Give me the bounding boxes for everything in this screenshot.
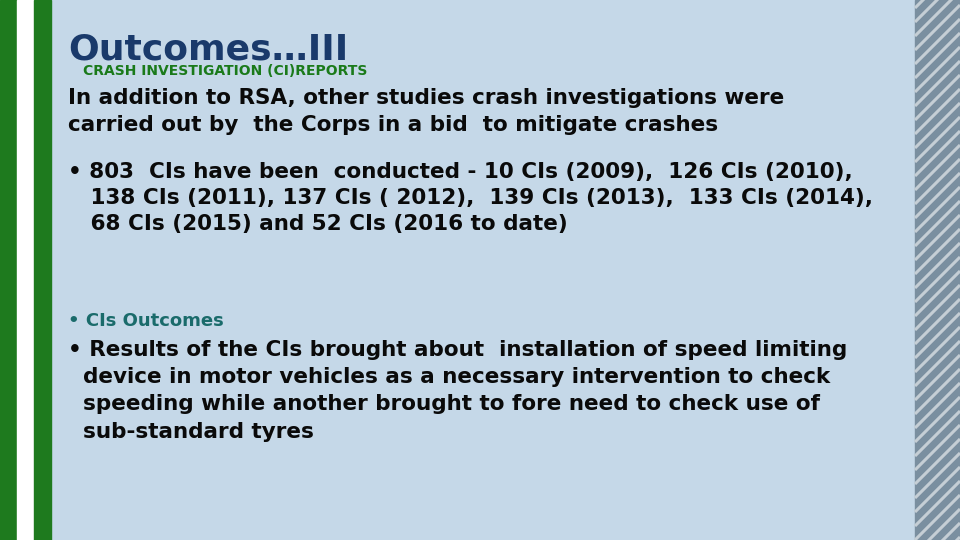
Text: • 803  CIs have been  conducted - 10 CIs (2009),  126 CIs (2010),
   138 CIs (20: • 803 CIs have been conducted - 10 CIs (… xyxy=(68,162,873,234)
Text: CRASH INVESTIGATION (CI)REPORTS: CRASH INVESTIGATION (CI)REPORTS xyxy=(83,64,368,78)
Bar xyxy=(17,0,34,540)
Text: In addition to RSA, other studies crash investigations were
carried out by  the : In addition to RSA, other studies crash … xyxy=(68,88,784,135)
Text: • Results of the CIs brought about  installation of speed limiting
  device in m: • Results of the CIs brought about insta… xyxy=(68,340,848,442)
Bar xyxy=(0,0,17,540)
Text: • CIs Outcomes: • CIs Outcomes xyxy=(68,312,224,330)
Bar xyxy=(34,0,51,540)
Bar xyxy=(915,0,960,540)
Text: Outcomes…III: Outcomes…III xyxy=(68,32,348,66)
